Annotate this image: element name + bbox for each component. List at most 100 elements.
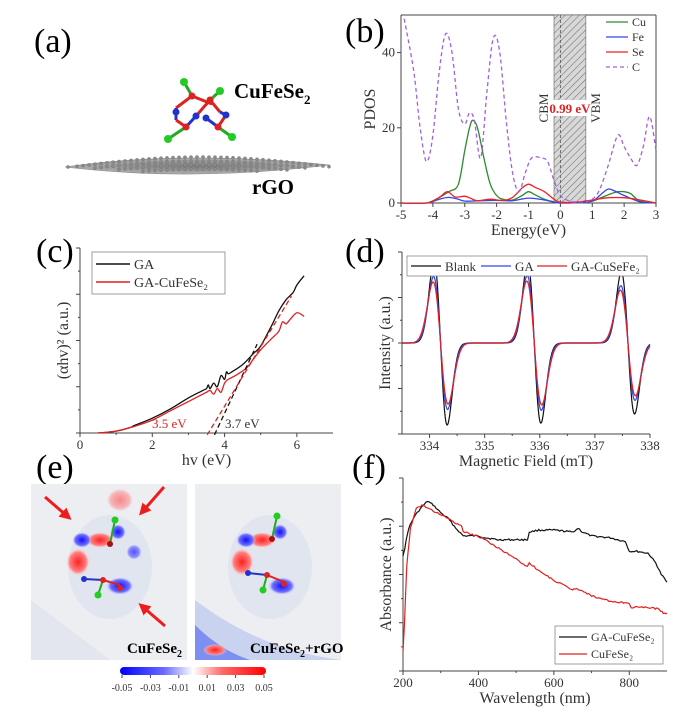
- x-axis-title: Magnetic Field (mT): [459, 453, 593, 470]
- legend-label: GA: [134, 258, 155, 273]
- carbon-atom: [201, 163, 205, 167]
- carbon-atom: [189, 167, 193, 171]
- carbon-atom: [171, 163, 175, 168]
- carbon-atom: [249, 161, 253, 165]
- carbon-atom: [171, 155, 175, 160]
- y-tick-label: 40: [382, 45, 395, 60]
- carbon-atom: [159, 164, 163, 168]
- legend-box: [554, 625, 664, 665]
- x-tick-label: 2: [149, 437, 156, 452]
- carbon-atom: [279, 167, 283, 172]
- carbon-atom: [315, 163, 319, 168]
- carbon-atom: [219, 167, 223, 172]
- gap-annotation-red: 3.5 eV: [152, 416, 187, 431]
- series-line-cu: [400, 119, 657, 205]
- carbon-atom: [81, 163, 85, 168]
- x-axis-title: Energy(eV): [491, 222, 566, 239]
- legend-label: GA-CuFeSe₂: [134, 276, 208, 291]
- y-axis-title: (αhv)² (a.u.): [55, 302, 72, 380]
- y-tick-label: 0: [389, 195, 396, 210]
- legend-label: Blank: [445, 259, 477, 274]
- chart-b-pdos: -5 -4 -3 -2 -1 0 1 2 3 0 20 40 Energy(eV) PDOS 0.99 eV…: [362, 14, 659, 239]
- carbon-atom: [207, 167, 211, 171]
- carbon-atom: [117, 159, 121, 164]
- colorbar-tick-label: -0.03: [140, 683, 161, 694]
- carbon-atom: [147, 161, 151, 165]
- carbon-atom: [267, 162, 271, 166]
- carbon-atom: [291, 160, 295, 165]
- carbon-atom: [93, 162, 97, 166]
- x-tick-label: -3: [459, 207, 470, 222]
- panel-label-b: (b): [345, 13, 385, 50]
- y-axis-title: Intensity (a.u.): [377, 296, 394, 390]
- carbon-atom: [153, 156, 157, 161]
- band-gap-label: 0.99 eV: [549, 101, 591, 116]
- carbon-atom: [303, 162, 307, 166]
- carbon-atom: [285, 168, 289, 172]
- carbon-atom: [153, 160, 157, 165]
- x-tick-label: 0: [77, 437, 84, 452]
- fit-line: [206, 295, 292, 436]
- x-tick-label: 6: [294, 437, 301, 452]
- carbon-atom: [237, 164, 241, 168]
- fit-line: [213, 343, 258, 436]
- carbon-atom: [231, 167, 235, 172]
- carbon-atom: [135, 158, 139, 162]
- cbm-label: CBM: [536, 93, 551, 122]
- series-line-c: [403, 18, 657, 203]
- arrow-icon: [139, 486, 166, 516]
- carbon-atom: [297, 165, 301, 169]
- panel-label-c: (c): [36, 233, 74, 270]
- carbon-atom: [201, 167, 205, 171]
- legend-box: [406, 255, 648, 277]
- carbon-atom: [249, 165, 253, 169]
- carbon-atom: [117, 167, 121, 172]
- carbon-atom: [105, 161, 109, 165]
- substrate-label: rGO: [252, 175, 294, 199]
- colorbar-tick-label: 0.05: [255, 683, 273, 694]
- carbon-atom: [213, 155, 217, 159]
- chart-d-epr: 334 335 336 337 338 Magnetic Field (mT) Intens…: [377, 251, 660, 470]
- series-line-se: [400, 183, 657, 205]
- map-right: CuFeSe2+rGO: [195, 484, 344, 660]
- colorbar-gradient: [120, 667, 266, 675]
- legend-label: Se: [632, 45, 644, 59]
- chart-c-tauc: 0 2 4 6 hv (eV) (αhv)² (a.u.) 3.5 eV 3.7 eV GA GA…: [55, 247, 333, 469]
- series-line: [402, 280, 651, 406]
- carbon-atom: [165, 168, 169, 172]
- carbon-atom: [141, 161, 145, 166]
- legend-label: GA-CuSeFe₂: [571, 259, 640, 274]
- carbon-atom: [159, 160, 163, 164]
- vbm-label: VBM: [588, 93, 603, 123]
- x-tick-label: 338: [640, 438, 660, 453]
- x-tick-label: 4: [221, 437, 228, 452]
- carbon-atom: [147, 169, 151, 173]
- legend-label: C: [632, 60, 640, 74]
- carbon-atom: [165, 164, 169, 168]
- carbon-atom: [153, 164, 157, 169]
- carbon-atom: [267, 158, 271, 162]
- x-tick-label: 0: [557, 207, 564, 222]
- y-axis-title: PDOS: [362, 89, 379, 130]
- series-line-fe: [400, 188, 657, 204]
- series-line: [402, 500, 668, 583]
- series-line: [98, 312, 305, 434]
- carbon-atom: [213, 159, 217, 163]
- carbon-atom: [237, 168, 241, 172]
- carbon-atom: [261, 161, 265, 166]
- carbon-atom: [183, 167, 187, 171]
- cufese2-molecule: [164, 78, 236, 143]
- carbon-atom: [147, 157, 151, 161]
- y-axis-title: Absorbance (a.u.): [378, 517, 395, 631]
- carbon-atom: [219, 163, 223, 168]
- colorbar-tick-label: -0.05: [112, 683, 133, 694]
- carbon-atom: [105, 165, 109, 169]
- carbon-atom: [225, 155, 229, 160]
- panel-a-illustration: CuFeSe2 rGO: [64, 78, 331, 199]
- carbon-atom: [195, 167, 199, 171]
- carbon-atom: [285, 164, 289, 168]
- carbon-atom: [117, 163, 121, 168]
- map-left: CuFeSe2: [31, 484, 187, 660]
- carbon-atom: [237, 160, 241, 164]
- legend-label: CuFeSe₂: [591, 647, 633, 661]
